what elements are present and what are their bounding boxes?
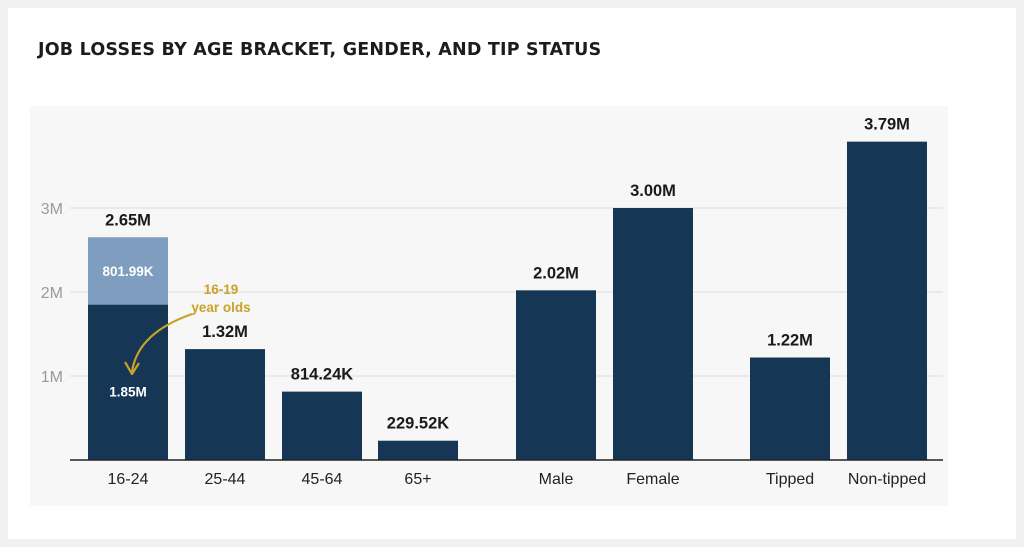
annotation-arrowhead	[124, 361, 140, 376]
bar-value-label: 1.32M	[202, 323, 248, 341]
bar-value-label: 2.02M	[533, 264, 579, 282]
bar-segment	[88, 304, 168, 460]
bar	[378, 440, 458, 460]
x-tick-label: Tipped	[766, 471, 814, 488]
x-tick-label: 25-44	[205, 471, 246, 488]
x-tick-label: 16-24	[108, 471, 149, 488]
bar	[847, 141, 927, 460]
annotation-line-1: 16-19	[204, 282, 239, 297]
chart-title: JOB LOSSES BY AGE BRACKET, GENDER, AND T…	[38, 40, 602, 60]
bar-value-label: 2.65M	[105, 211, 151, 229]
bar	[185, 349, 265, 460]
bar-value-label: 3.79M	[864, 116, 910, 134]
y-tick-label: 1M	[41, 369, 63, 386]
x-tick-label: 65+	[404, 471, 431, 488]
annotation-line-2: year olds	[191, 300, 250, 315]
bar-value-label: 229.52K	[387, 415, 449, 433]
bar-value-label: 814.24K	[291, 366, 353, 384]
bar-value-label: 3.00M	[630, 182, 676, 200]
bar	[613, 208, 693, 460]
y-tick-label: 2M	[41, 285, 63, 302]
y-tick-label: 3M	[41, 201, 63, 218]
bar	[516, 290, 596, 460]
bar-segment	[88, 237, 168, 305]
bar	[282, 391, 362, 460]
x-tick-label: Non-tipped	[848, 471, 926, 488]
x-tick-label: Female	[626, 471, 679, 488]
x-tick-label: 45-64	[302, 471, 343, 488]
x-tick-label: Male	[539, 471, 574, 488]
bar-value-label: 1.22M	[767, 332, 813, 350]
bar-chart: 1M 2M 3M 1.85M 801.99K 2.65M 16-24 1.32M 25-44 81…	[30, 106, 948, 506]
segment-value-label: 1.85M	[109, 384, 147, 399]
annotation-arrow	[130, 312, 193, 373]
bar	[750, 357, 830, 460]
chart-card: JOB LOSSES BY AGE BRACKET, GENDER, AND T…	[8, 8, 1016, 539]
segment-value-label: 801.99K	[102, 264, 153, 279]
